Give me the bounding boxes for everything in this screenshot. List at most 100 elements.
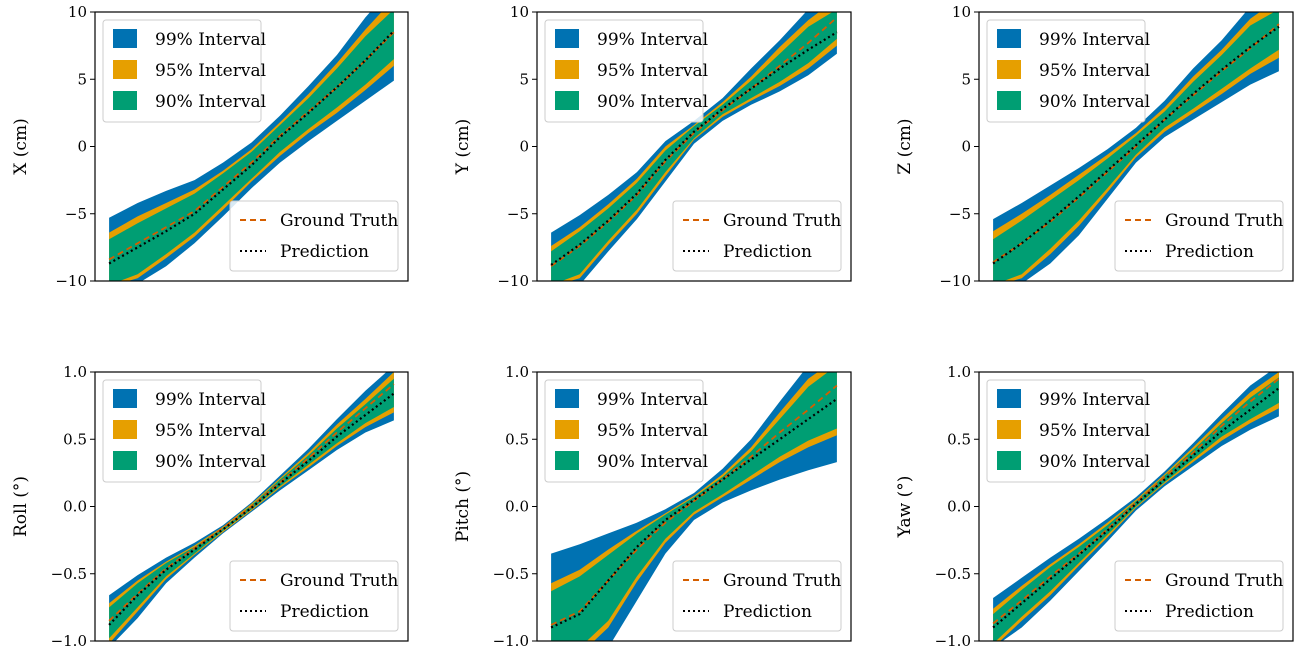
y-tick-label: −0.5 [935, 565, 971, 583]
legend-swatch [555, 451, 579, 470]
legend-label: Prediction [1165, 242, 1254, 262]
ground-truth-line [992, 377, 1280, 625]
prediction-line [550, 31, 838, 266]
y-tick-label: 10 [952, 3, 971, 21]
legend-swatch [555, 60, 579, 79]
y-axis-label: X (cm) [11, 118, 31, 174]
legend-swatch [997, 29, 1021, 48]
legend-swatch [113, 451, 137, 470]
plot-area [550, 12, 838, 281]
legend-label: 95% Interval [1039, 421, 1150, 441]
y-tick-label: 0 [961, 138, 971, 156]
plot-area [108, 12, 395, 281]
y-tick-label: 0 [77, 138, 87, 156]
legend-intervals: 99% Interval 95% Interval 90% Interval [986, 19, 1150, 123]
plot-area [992, 12, 1280, 281]
panel-4: −1.0 −0.5 0.0 0.5 1.0 Roll (°) 99% Interval 95%… [11, 363, 409, 650]
legend-intervals: 99% Interval 95% Interval 90% Interval [102, 379, 266, 483]
y-tick-label: −5 [507, 205, 529, 223]
y-tick-label: −1.0 [935, 632, 971, 650]
legend-label: 90% Interval [1039, 92, 1150, 112]
y-axis-label: Z (cm) [895, 118, 915, 174]
band-90-interval [109, 378, 394, 639]
legend-lines: Ground Truth Prediction [672, 560, 842, 632]
y-tick-label: 0 [519, 138, 529, 156]
legend-label: Ground Truth [280, 211, 398, 231]
legend-intervals: 99% Interval 95% Interval 90% Interval [986, 379, 1150, 483]
y-tick-label: −0.5 [493, 565, 529, 583]
legend-label: 95% Interval [597, 61, 708, 81]
legend-label: Ground Truth [723, 211, 841, 231]
legend-swatch [997, 91, 1021, 110]
legend-intervals: 99% Interval 95% Interval 90% Interval [544, 379, 708, 483]
legend-label: 99% Interval [155, 30, 266, 50]
legend-label: 90% Interval [155, 452, 266, 472]
legend-swatch [997, 60, 1021, 79]
plot-area [550, 372, 838, 641]
legend-intervals: 99% Interval 95% Interval 90% Interval [544, 19, 708, 123]
legend-label: 99% Interval [597, 390, 708, 410]
legend-swatch [113, 389, 137, 408]
legend-label: Ground Truth [1165, 571, 1283, 591]
panel-6: −1.0 −0.5 0.0 0.5 1.0 Yaw (°) 99% Interval 95% … [895, 363, 1294, 650]
y-tick-label: −1.0 [493, 632, 529, 650]
legend-swatch [997, 451, 1021, 470]
legend-label: Prediction [723, 602, 812, 622]
prediction-line [550, 398, 838, 629]
legend-intervals: 99% Interval 95% Interval 90% Interval [102, 19, 266, 123]
y-tick-label: −10 [55, 272, 87, 290]
plot-area [992, 372, 1280, 641]
y-tick-label: −10 [497, 272, 529, 290]
legend-swatch [997, 420, 1021, 439]
legend-swatch [555, 420, 579, 439]
legend-lines: Ground Truth Prediction [229, 560, 399, 632]
band-90-interval [993, 377, 1279, 641]
legend-label: 95% Interval [155, 61, 266, 81]
ground-truth-line [108, 31, 395, 261]
legend-swatch [113, 91, 137, 110]
legend-label: Prediction [1165, 602, 1254, 622]
legend-lines: Ground Truth Prediction [229, 200, 399, 272]
y-tick-label: −1.0 [51, 632, 87, 650]
legend-label: 90% Interval [597, 92, 708, 112]
legend-label: Prediction [280, 602, 369, 622]
prediction-line [108, 392, 395, 626]
y-tick-label: 1.0 [947, 363, 971, 381]
y-tick-label: −5 [949, 205, 971, 223]
y-tick-label: 10 [510, 3, 529, 21]
legend-swatch [113, 29, 137, 48]
y-axis-label: Pitch (°) [453, 471, 473, 542]
legend-label: 90% Interval [155, 92, 266, 112]
legend-label: 95% Interval [597, 421, 708, 441]
y-tick-label: 0.5 [947, 430, 971, 448]
legend-label: 95% Interval [1039, 61, 1150, 81]
y-tick-label: 0.0 [505, 498, 529, 516]
legend-label: Prediction [723, 242, 812, 262]
y-tick-label: 5 [961, 70, 971, 88]
legend-label: 99% Interval [1039, 30, 1150, 50]
y-tick-label: −10 [939, 272, 971, 290]
legend-label: 95% Interval [155, 421, 266, 441]
legend-label: 90% Interval [1039, 452, 1150, 472]
legend-swatch [555, 91, 579, 110]
legend-label: 99% Interval [1039, 390, 1150, 410]
legend-swatch [113, 420, 137, 439]
y-tick-label: 5 [519, 70, 529, 88]
y-tick-label: 5 [77, 70, 87, 88]
legend-swatch [555, 29, 579, 48]
y-tick-label: 0.0 [63, 498, 87, 516]
legend-label: Ground Truth [280, 571, 398, 591]
y-tick-label: 1.0 [63, 363, 87, 381]
y-tick-label: 0.0 [947, 498, 971, 516]
legend-lines: Ground Truth Prediction [1114, 560, 1284, 632]
panel-5: −1.0 −0.5 0.0 0.5 1.0 Pitch (°) 99% Interval 95… [453, 363, 852, 650]
y-tick-label: 0.5 [505, 430, 529, 448]
legend-label: Ground Truth [1165, 211, 1283, 231]
prediction-line [992, 25, 1280, 265]
legend-label: Prediction [280, 242, 369, 262]
y-axis-label: Yaw (°) [895, 476, 915, 539]
